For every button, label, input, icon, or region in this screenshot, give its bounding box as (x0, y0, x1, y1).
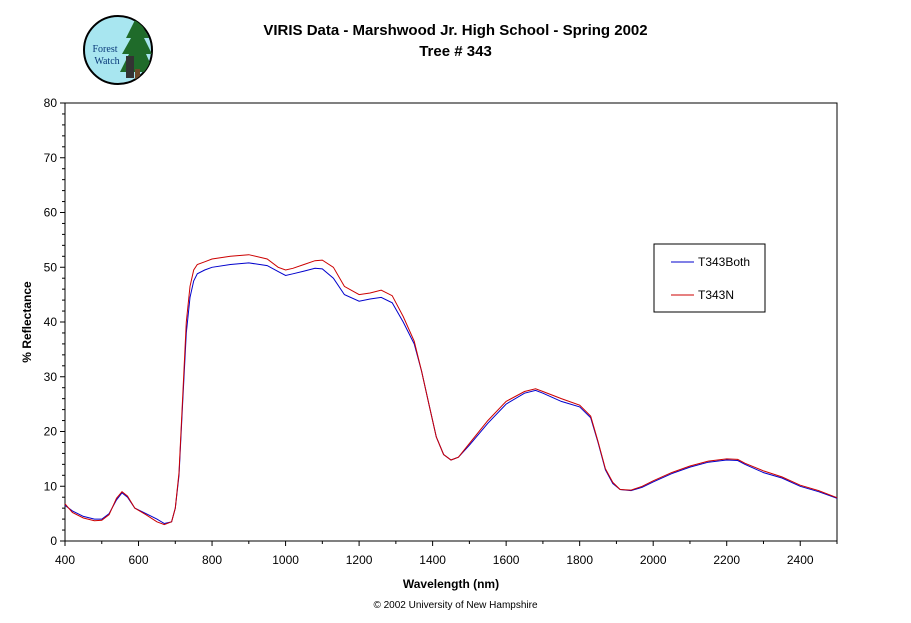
x-tick-label: 400 (55, 553, 75, 567)
x-tick-label: 1800 (566, 553, 593, 567)
y-tick-label: 60 (44, 206, 58, 220)
copyright-footer: © 2002 University of New Hampshire (373, 600, 538, 611)
series-line-t343n (64, 254, 838, 526)
forest-watch-logo-icon: Forest Watch (83, 15, 153, 85)
y-tick-label: 40 (44, 315, 58, 329)
x-tick-label: 600 (129, 553, 149, 567)
y-tick-label: 80 (44, 96, 58, 110)
y-tick-label: 0 (50, 534, 57, 548)
x-tick-label: 2400 (787, 553, 814, 567)
legend-label-t343n: T343N (698, 288, 734, 302)
legend-label-t343both: T343Both (698, 255, 750, 269)
x-tick-label: 2200 (713, 553, 740, 567)
svg-text:Watch: Watch (94, 56, 119, 67)
x-axis-title: Wavelength (nm) (403, 577, 499, 591)
x-tick-label: 1600 (493, 553, 520, 567)
series-line-t343both (64, 262, 838, 525)
y-tick-label: 30 (44, 370, 58, 384)
x-tick-label: 800 (202, 553, 222, 567)
svg-text:Forest: Forest (93, 44, 118, 55)
legend: T343Both T343N (653, 243, 766, 313)
y-tick-label: 50 (44, 260, 58, 274)
x-tick-label: 1400 (419, 553, 446, 567)
y-tick-label: 70 (44, 151, 58, 165)
x-tick-label: 2000 (640, 553, 667, 567)
plot-area (64, 102, 838, 542)
x-tick-label: 1200 (346, 553, 373, 567)
legend-box (653, 243, 766, 313)
chart-title: VIRIS Data - Marshwood Jr. High School -… (263, 22, 648, 39)
chart-subtitle: Tree # 343 (419, 43, 492, 60)
y-tick-label: 10 (44, 479, 58, 493)
y-axis-title: % Reflectance (20, 281, 34, 363)
x-tick-label: 1000 (272, 553, 299, 567)
y-tick-label: 20 (44, 425, 58, 439)
